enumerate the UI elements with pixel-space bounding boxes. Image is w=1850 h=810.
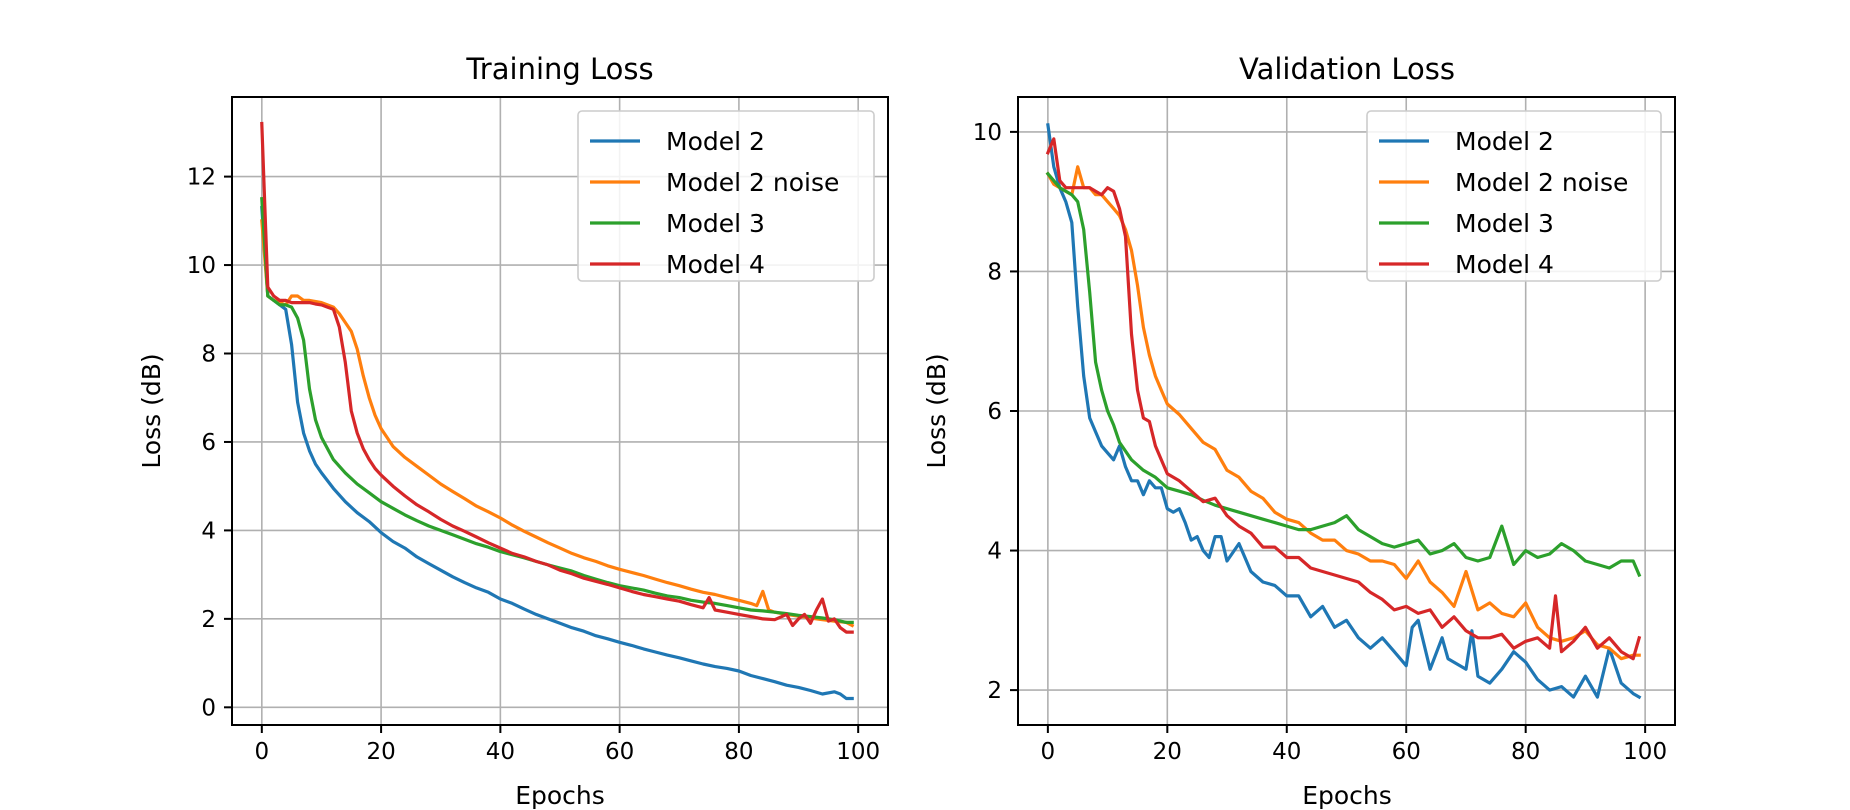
validation-loss-panel: Validation Loss 0 20 40 60 80 100 2 4 6 8 10 Epoch… <box>922 52 1676 810</box>
y-tick-label: 4 <box>201 518 216 544</box>
chart-title: Validation Loss <box>1239 52 1455 86</box>
series-lines <box>260 121 855 701</box>
x-tick-label: 0 <box>1041 739 1056 765</box>
y-tick-label: 10 <box>187 253 216 279</box>
y-tick-label: 6 <box>987 399 1002 425</box>
x-tick-label: 40 <box>1272 739 1301 765</box>
y-tick-label: 8 <box>987 259 1002 285</box>
legend-label: Model 3 <box>666 209 765 238</box>
x-tick-label: 80 <box>1511 739 1540 765</box>
series-line-model-2-noise <box>1045 165 1641 661</box>
legend-label: Model 4 <box>1455 250 1554 279</box>
legend-label: Model 2 <box>1455 127 1554 156</box>
series-line-model-2 <box>1046 123 1642 700</box>
x-tick-label: 40 <box>486 739 515 765</box>
y-axis-label: Loss (dB) <box>922 353 951 468</box>
x-tick-label: 20 <box>366 739 395 765</box>
x-tick-label: 80 <box>724 739 753 765</box>
y-tick-label: 10 <box>973 120 1002 146</box>
y-tick-label: 8 <box>201 342 216 368</box>
axis-ticks: 0 20 40 60 80 100 0 2 4 6 8 10 12 <box>187 165 880 765</box>
y-tick-label: 6 <box>201 430 216 456</box>
legend-label: Model 3 <box>1455 209 1554 238</box>
y-axis-label: Loss (dB) <box>137 353 166 468</box>
legend-box <box>577 110 875 282</box>
x-tick-label: 60 <box>605 739 634 765</box>
y-tick-label: 2 <box>987 678 1002 704</box>
series-line-model-4 <box>260 121 854 634</box>
series-line-model-3 <box>1045 171 1642 578</box>
x-tick-label: 100 <box>1623 739 1667 765</box>
legend-label: Model 2 noise <box>1455 168 1628 197</box>
series-line-model-2 <box>260 205 854 701</box>
x-tick-label: 100 <box>836 739 880 765</box>
series-lines <box>1045 123 1642 700</box>
legend: Model 2 Model 2 noise Model 3 Model 4 <box>577 110 875 282</box>
legend-label: Model 2 <box>666 127 765 156</box>
x-tick-label: 60 <box>1392 739 1421 765</box>
y-tick-label: 12 <box>187 165 216 191</box>
y-tick-label: 0 <box>201 695 216 721</box>
training-loss-panel: Training Loss 0 20 40 60 80 100 0 2 4 6 8 10 12 Epoc… <box>137 52 889 810</box>
x-axis-label: Epochs <box>515 781 605 810</box>
x-axis-label: Epochs <box>1302 781 1392 810</box>
legend-label: Model 4 <box>666 250 765 279</box>
legend-box <box>1366 110 1662 282</box>
y-tick-label: 2 <box>201 607 216 633</box>
series-line-model-4 <box>1045 137 1642 661</box>
legend: Model 2 Model 2 noise Model 3 Model 4 <box>1366 110 1662 282</box>
x-tick-label: 0 <box>254 739 269 765</box>
plot-frame <box>231 96 889 726</box>
y-tick-label: 4 <box>987 539 1002 565</box>
axis-ticks: 0 20 40 60 80 100 2 4 6 8 10 <box>973 120 1667 765</box>
chart-title: Training Loss <box>465 52 653 86</box>
x-tick-label: 20 <box>1153 739 1182 765</box>
legend-label: Model 2 noise <box>666 168 839 197</box>
